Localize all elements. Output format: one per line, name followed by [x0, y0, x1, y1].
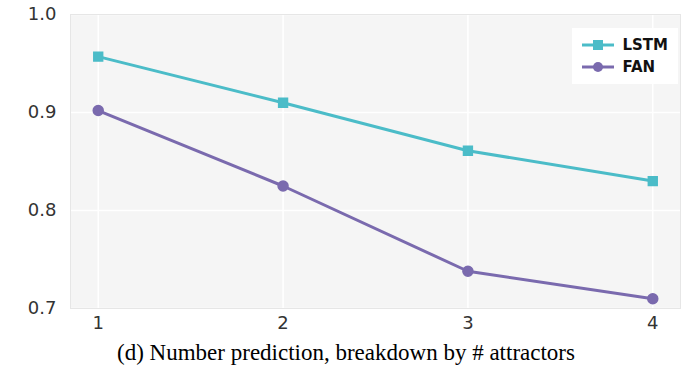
svg-text:1: 1: [93, 312, 104, 333]
svg-text:0.7: 0.7: [28, 297, 57, 318]
svg-text:1.0: 1.0: [28, 3, 57, 24]
svg-text:2: 2: [277, 312, 288, 333]
html-text:FAN: FAN: [622, 58, 656, 76]
svg-text:0.8: 0.8: [28, 199, 57, 220]
svg-text:3: 3: [462, 312, 473, 333]
svg-text:0.9: 0.9: [28, 101, 57, 122]
svg-text:4: 4: [647, 312, 658, 333]
html-text:LSTM: LSTM: [622, 36, 668, 54]
html-text:(d) Number prediction, breakdo: (d) Number prediction, breakdown by # at…: [117, 340, 575, 365]
